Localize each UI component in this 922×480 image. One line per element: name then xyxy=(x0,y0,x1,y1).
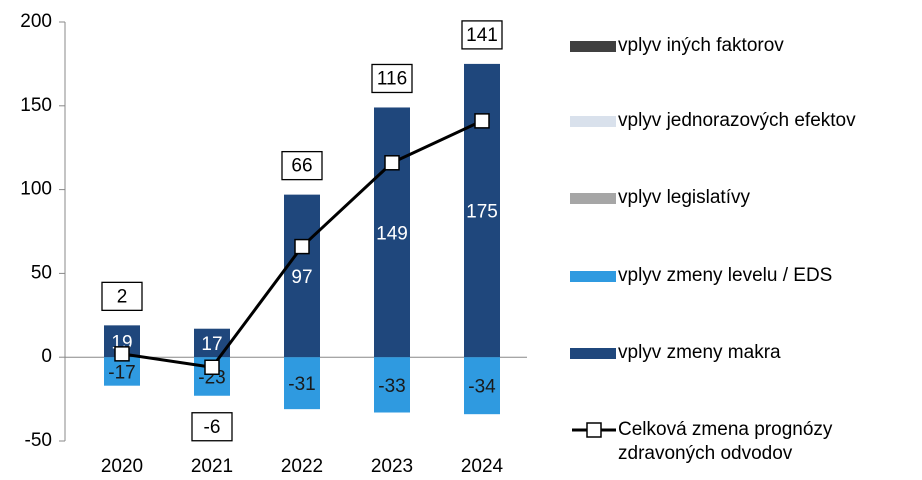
bar-value-label: 97 xyxy=(291,267,312,288)
bar xyxy=(374,357,410,413)
legend-label: vplyv legislatívy xyxy=(618,187,750,208)
legend-item: Celková zmena prognózy zdravoných odvodo… xyxy=(570,418,868,466)
legend-item: vplyv jednorazových efektov xyxy=(570,109,856,133)
line-marker xyxy=(474,113,490,129)
x-tick-label: 2020 xyxy=(101,456,143,477)
label-box xyxy=(191,412,233,442)
legend-swatch xyxy=(570,116,616,127)
line-value-label: 141 xyxy=(461,20,503,50)
bar xyxy=(464,357,500,415)
legend-label: Celková zmena prognózy zdravoných odvodo… xyxy=(618,419,833,464)
label-box xyxy=(101,281,143,312)
legend-label: vplyv iných faktorov xyxy=(618,35,784,56)
bar xyxy=(464,63,500,358)
line-value-label: 2 xyxy=(101,281,143,312)
x-tick-label: 2022 xyxy=(281,456,323,477)
line-value-text: 141 xyxy=(466,25,498,46)
bar-value-label: -34 xyxy=(468,377,496,398)
legend-label: vplyv zmeny makra xyxy=(618,342,781,363)
line-value-text: 2 xyxy=(117,286,128,307)
y-tick-label: 50 xyxy=(31,262,52,283)
legend-item: vplyv iných faktorov xyxy=(570,34,784,58)
legend-label: vplyv zmeny levelu / EDS xyxy=(618,265,833,286)
line-marker xyxy=(204,359,220,376)
y-tick-label: 150 xyxy=(20,95,52,116)
bar xyxy=(104,357,140,386)
bar xyxy=(374,107,410,358)
x-tick-label: 2024 xyxy=(461,456,504,477)
line-value-label: -6 xyxy=(191,412,233,442)
y-tick-label: 100 xyxy=(20,179,52,200)
line-value-label: 66 xyxy=(281,150,323,181)
bar-value-label: -33 xyxy=(378,376,405,397)
legend-swatch xyxy=(570,193,616,204)
legend-swatch xyxy=(570,348,616,359)
bar-value-label: 175 xyxy=(466,202,498,223)
bar-value-label: 149 xyxy=(376,223,408,244)
line-value-text: 66 xyxy=(291,156,312,177)
legend-item: vplyv zmeny levelu / EDS xyxy=(570,264,832,288)
legend-item: vplyv legislatívy xyxy=(570,186,750,210)
legend-swatch xyxy=(572,422,616,438)
legend-swatch xyxy=(570,271,616,282)
line-value-label: 116 xyxy=(371,63,413,94)
line-value-text: -6 xyxy=(204,417,221,438)
bar-value-label: -31 xyxy=(288,374,315,395)
legend-item: vplyv zmeny makra xyxy=(570,341,781,365)
bar xyxy=(284,357,320,410)
line-marker xyxy=(114,346,130,362)
x-tick-label: 2021 xyxy=(191,456,233,477)
bar xyxy=(284,194,320,358)
x-tick-label: 2023 xyxy=(371,456,413,477)
legend-swatch xyxy=(570,41,616,52)
y-tick-label: 0 xyxy=(41,346,52,367)
legend-label: vplyv jednorazových efektov xyxy=(618,110,856,131)
line-value-text: 116 xyxy=(377,68,407,89)
label-box xyxy=(461,20,503,50)
line-marker xyxy=(294,238,310,255)
line-marker xyxy=(384,155,400,171)
y-tick-label: 200 xyxy=(20,11,52,32)
label-box xyxy=(371,63,413,94)
bar-value-label: -17 xyxy=(108,362,135,383)
legend: vplyv iných faktorov vplyv jednorazových … xyxy=(570,0,922,480)
bar-value-label: 17 xyxy=(201,334,222,355)
label-box xyxy=(281,150,323,181)
y-tick-label: -50 xyxy=(25,430,52,451)
